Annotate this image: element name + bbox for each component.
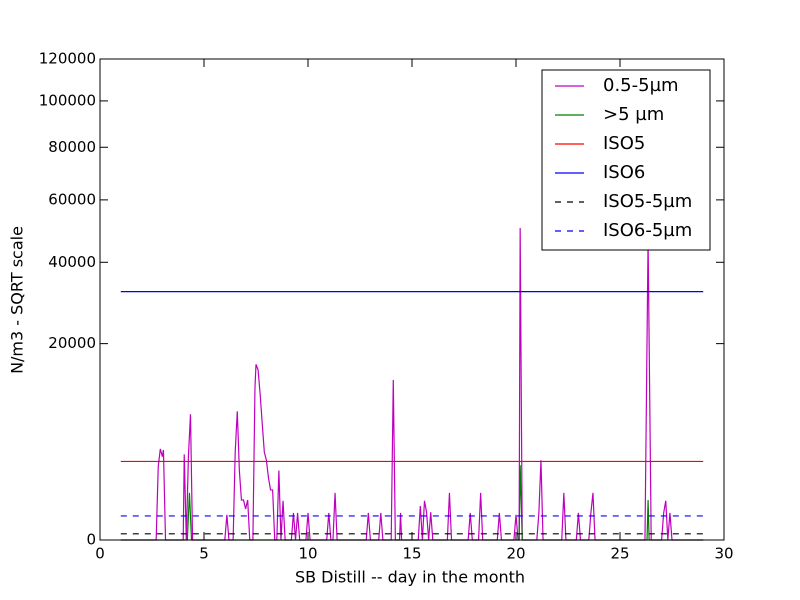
y-tick-label: 80000	[48, 138, 96, 156]
y-tick-label: 60000	[48, 190, 96, 208]
y-axis-label: N/m3 - SQRT scale	[8, 226, 27, 374]
x-tick-label: 10	[298, 545, 317, 563]
legend-label: ISO6	[603, 162, 645, 183]
x-tick-label: 25	[610, 545, 629, 563]
y-tick-label: 20000	[48, 334, 96, 352]
series-line	[120, 465, 704, 541]
x-tick-label: 20	[506, 545, 525, 563]
y-tick-label: 100000	[39, 91, 96, 109]
y-tick-label: 40000	[48, 253, 96, 271]
legend-label: ISO5-5µm	[603, 191, 692, 212]
legend-label: ISO5	[603, 133, 645, 154]
x-tick-label: 5	[199, 545, 209, 563]
y-tick-label: 0	[86, 531, 96, 549]
legend-label: 0.5-5µm	[603, 75, 679, 96]
legend-label: ISO6-5µm	[603, 220, 692, 241]
legend-box	[541, 69, 711, 251]
legend-label: >5 µm	[603, 104, 664, 125]
y-tick-label: 120000	[39, 50, 96, 68]
x-tick-label: 0	[95, 545, 105, 563]
x-tick-label: 30	[714, 545, 733, 563]
x-axis-label: SB Distill -- day in the month	[295, 568, 525, 587]
x-tick-label: 15	[402, 545, 421, 563]
